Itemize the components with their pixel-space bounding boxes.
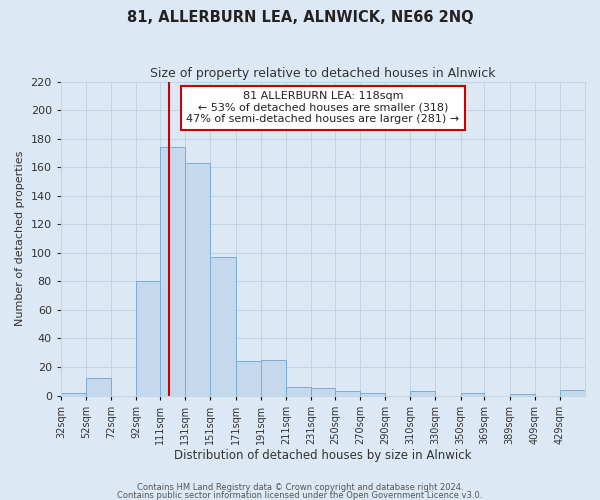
Bar [560,390,585,396]
Bar [461,392,484,396]
Text: Contains HM Land Registry data © Crown copyright and database right 2024.: Contains HM Land Registry data © Crown c… [137,483,463,492]
Bar [311,388,335,396]
Bar [136,282,160,396]
Text: Contains public sector information licensed under the Open Government Licence v3: Contains public sector information licen… [118,490,482,500]
Text: 81, ALLERBURN LEA, ALNWICK, NE66 2NQ: 81, ALLERBURN LEA, ALNWICK, NE66 2NQ [127,10,473,25]
Bar [286,387,311,396]
Bar [360,392,385,396]
Y-axis label: Number of detached properties: Number of detached properties [15,151,25,326]
X-axis label: Distribution of detached houses by size in Alnwick: Distribution of detached houses by size … [174,450,472,462]
Title: Size of property relative to detached houses in Alnwick: Size of property relative to detached ho… [150,68,496,80]
Bar [86,378,111,396]
Bar [160,148,185,396]
Bar [410,392,436,396]
Bar [61,392,86,396]
Bar [211,257,236,396]
Bar [236,362,260,396]
Bar [260,360,286,396]
Bar [509,394,535,396]
Bar [335,392,360,396]
Text: 81 ALLERBURN LEA: 118sqm
← 53% of detached houses are smaller (318)
47% of semi-: 81 ALLERBURN LEA: 118sqm ← 53% of detach… [187,91,460,124]
Bar [185,163,211,396]
